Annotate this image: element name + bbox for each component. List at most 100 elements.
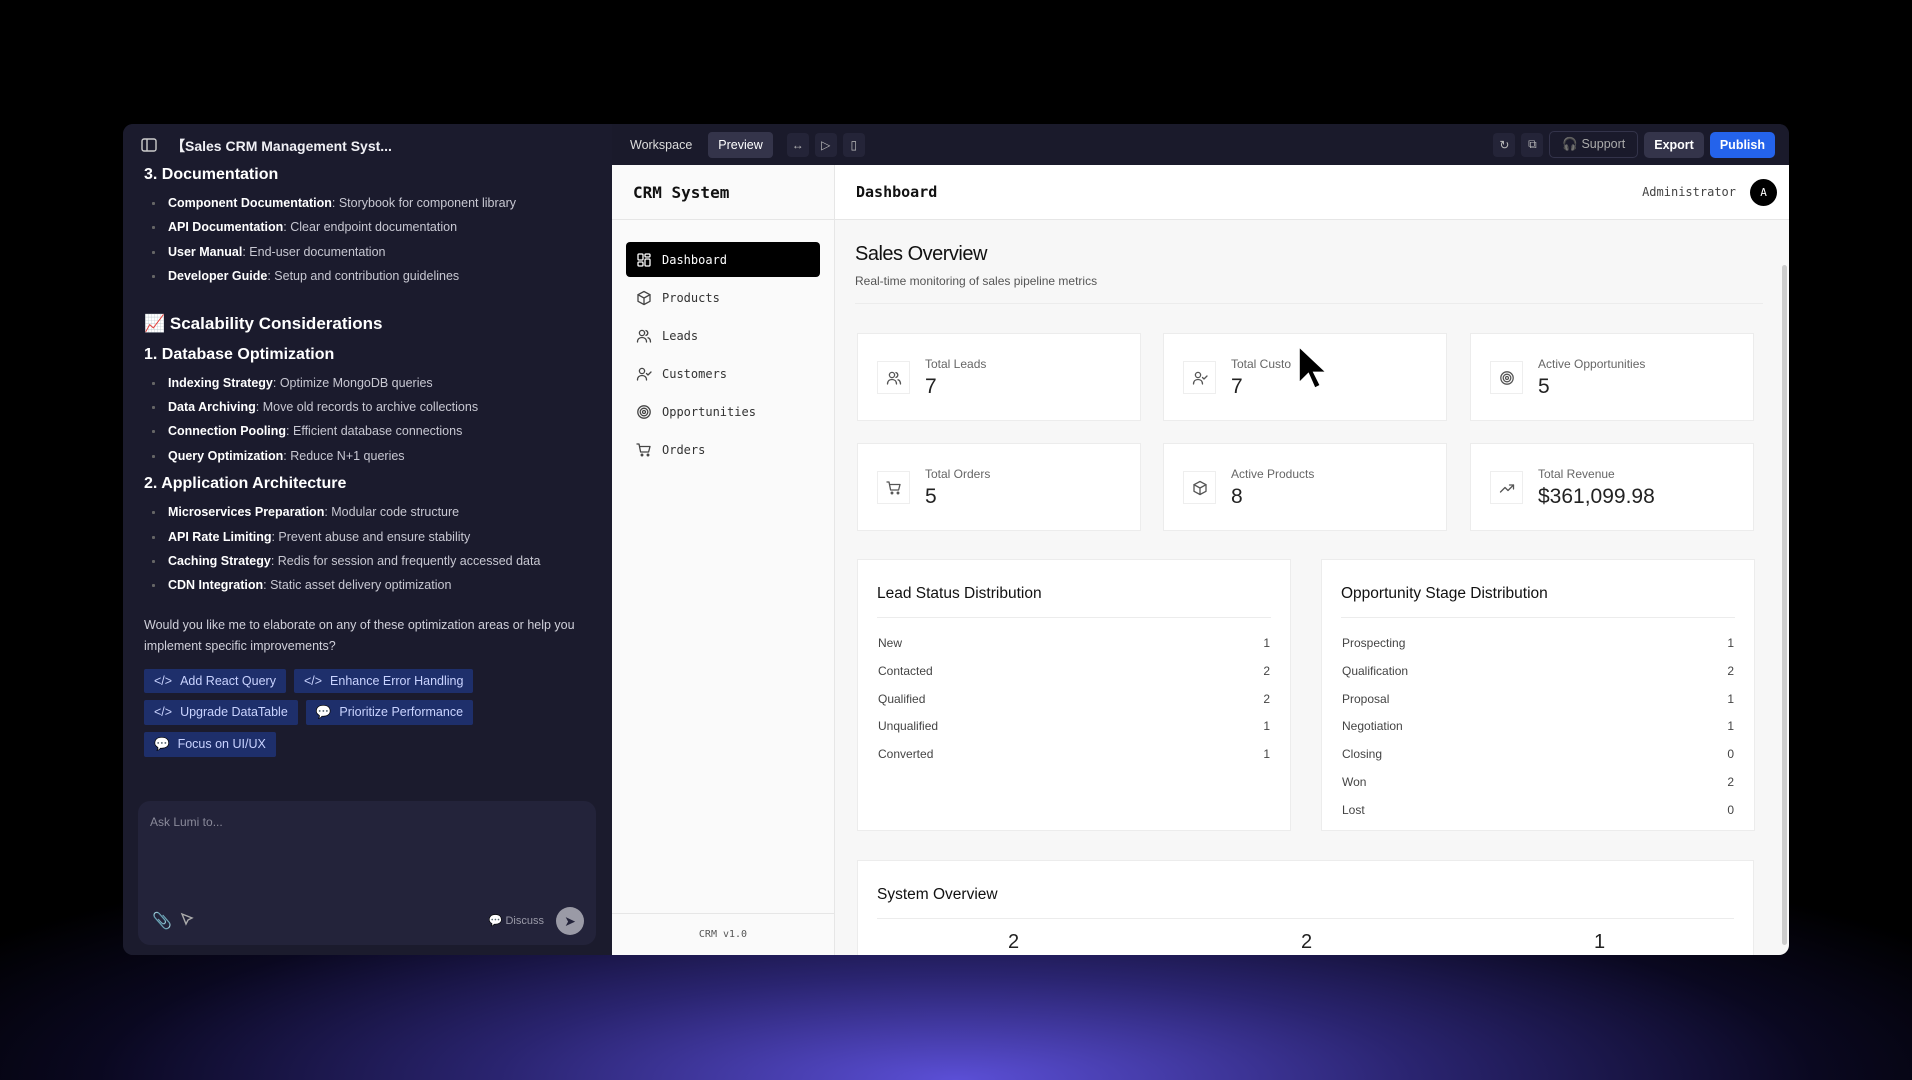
opp-stage-card: Opportunity Stage Distribution Prospectin…: [1321, 559, 1755, 831]
list-item: Connection Pooling: Efficient database c…: [152, 422, 594, 446]
item-term: Developer Guide: [168, 269, 268, 284]
distribution-row: Unqualified 1: [878, 713, 1270, 741]
row-label: Qualified: [878, 691, 926, 706]
item-term: User Manual: [168, 244, 243, 259]
list-item: Indexing Strategy: Optimize MongoDB quer…: [152, 374, 594, 398]
overview-title: Sales Overview: [855, 243, 987, 265]
distribution-row: Closing 0: [1342, 741, 1734, 769]
publish-button[interactable]: Publish: [1709, 131, 1775, 158]
suggestion-chip[interactable]: </> Enhance Error Handling: [293, 668, 474, 693]
chat-input[interactable]: Ask Lumi to... 📎 💬 Discuss ➤: [138, 801, 596, 945]
package-icon: [637, 290, 651, 305]
sidebar-item-orders[interactable]: Orders: [626, 432, 820, 467]
item-term: Data Archiving: [168, 399, 256, 414]
sidebar-toggle-icon[interactable]: [141, 137, 157, 155]
system-metric-value: 1: [1594, 931, 1606, 953]
bullet-list: Indexing Strategy: Optimize MongoDB quer…: [152, 374, 594, 472]
list-item: Query Optimization: Reduce N+1 queries: [152, 447, 594, 471]
sidebar-nav: Dashboard Products Leads Customers Opportuni…: [612, 220, 834, 492]
tab-preview[interactable]: Preview: [708, 131, 773, 158]
suggestion-chip[interactable]: 💬 Prioritize Performance: [305, 699, 474, 725]
chip-label: Focus on UI/UX: [177, 737, 266, 752]
users-icon: [886, 371, 901, 385]
sidebar-item-products[interactable]: Products: [626, 280, 820, 315]
suggestion-chip[interactable]: 💬 Focus on UI/UX: [144, 731, 276, 757]
distribution-row: Negotiation 1: [1342, 713, 1734, 741]
crm-header: Dashboard Administrator A: [835, 165, 1789, 220]
tab-workspace[interactable]: Workspace: [630, 137, 693, 152]
suggestion-chip[interactable]: </> Add React Query: [144, 668, 286, 693]
stat-label: Active Opportunities: [1538, 357, 1646, 371]
project-title: 【Sales CRM Management Syst...: [171, 138, 392, 154]
system-overview-card: System Overview 2 2 1: [857, 860, 1754, 955]
mouse-cursor-icon: [1297, 343, 1329, 391]
sidebar-item-label: Customers: [662, 366, 728, 381]
section-heading: 📈 Scalability Considerations: [144, 313, 383, 333]
stat-label: Total Orders: [925, 467, 991, 481]
item-desc: : Static asset delivery optimization: [263, 578, 452, 593]
refresh-icon[interactable]: ↻: [1493, 132, 1516, 157]
list-item: Caching Strategy: Redis for session and …: [152, 552, 594, 576]
distribution-row: Contacted 2: [878, 658, 1270, 686]
row-value: 2: [1263, 691, 1270, 706]
open-external-icon[interactable]: ⧉: [1521, 132, 1544, 157]
distribution-row: New 1: [878, 630, 1270, 658]
row-label: Converted: [878, 747, 934, 762]
stat-value: $361,099.98: [1538, 485, 1655, 508]
chip-label: Enhance Error Handling: [330, 673, 464, 688]
crm-sidebar: CRM System Dashboard Products Leads Custome…: [612, 165, 835, 955]
row-value: 1: [1727, 691, 1734, 706]
item-term: Microservices Preparation: [168, 505, 325, 520]
chat-input-placeholder: Ask Lumi to...: [150, 815, 223, 829]
suggestion-chip[interactable]: </> Upgrade DataTable: [144, 699, 298, 725]
user-check-icon: [1192, 371, 1208, 385]
section-heading: 3. Documentation: [144, 166, 279, 183]
distribution-row: Proposal 1: [1342, 686, 1734, 714]
stat-icon-box: [1490, 471, 1523, 504]
card-title: Lead Status Distribution: [877, 585, 1271, 618]
row-label: Closing: [1342, 747, 1383, 762]
stat-icon-box: [1490, 361, 1523, 394]
discuss-label: Discuss: [505, 915, 544, 927]
distribution-row: Prospecting 1: [1342, 630, 1734, 658]
stat-card: Total Leads 7: [857, 333, 1141, 421]
row-label: Lost: [1342, 802, 1365, 817]
row-label: Unqualified: [878, 719, 939, 734]
list-item: Developer Guide: Setup and contribution …: [152, 267, 594, 291]
lead-status-card: Lead Status Distribution New 1 Contacted 2 Qu…: [857, 559, 1291, 831]
item-desc: : Modular code structure: [324, 505, 460, 520]
users-icon: [636, 329, 652, 343]
section-heading: 2. Application Architecture: [144, 475, 347, 493]
item-term: Indexing Strategy: [168, 375, 273, 390]
discuss-button[interactable]: 💬 Discuss: [489, 914, 544, 927]
support-button[interactable]: 🎧 Support: [1549, 131, 1639, 158]
stat-label: Total Leads: [925, 357, 987, 371]
mobile-view-icon[interactable]: ▯: [842, 132, 865, 157]
item-term: CDN Integration: [168, 578, 264, 593]
row-value: 2: [1727, 663, 1734, 678]
sidebar-item-leads[interactable]: Leads: [626, 318, 820, 353]
preview-toolbar: Workspace Preview ↔ ▷ ▯ ↻ ⧉ 🎧 Support Ex…: [612, 124, 1789, 165]
select-element-icon[interactable]: ▷: [814, 132, 837, 157]
row-label: Contacted: [878, 663, 933, 678]
list-item: User Manual: End-user documentation: [152, 243, 594, 267]
overview-subtitle: Real-time monitoring of sales pipeline m…: [855, 274, 1098, 288]
send-button[interactable]: ➤: [556, 907, 584, 935]
attach-icon[interactable]: 📎: [152, 913, 172, 930]
scrollbar[interactable]: [1782, 265, 1787, 945]
item-desc: : Reduce N+1 queries: [283, 448, 405, 463]
pointer-select-icon[interactable]: [180, 912, 194, 931]
sidebar-item-customers[interactable]: Customers: [626, 356, 820, 391]
headset-icon: 🎧: [1562, 137, 1578, 151]
sidebar-item-opportunities[interactable]: Opportunities: [626, 394, 820, 429]
resize-icon[interactable]: ↔: [786, 132, 809, 157]
avatar[interactable]: A: [1750, 178, 1777, 206]
item-term: API Documentation: [168, 220, 284, 235]
distribution-row: Lost 0: [1342, 797, 1734, 825]
preview-frame: CRM System Dashboard Products Leads Custome…: [612, 165, 1789, 955]
item-desc: : Move old records to archive collection…: [255, 399, 479, 414]
sidebar-item-label: Orders: [662, 442, 706, 457]
sidebar-item-dashboard[interactable]: Dashboard: [626, 242, 820, 277]
stat-icon-box: [877, 361, 910, 394]
export-button[interactable]: Export: [1644, 131, 1704, 158]
